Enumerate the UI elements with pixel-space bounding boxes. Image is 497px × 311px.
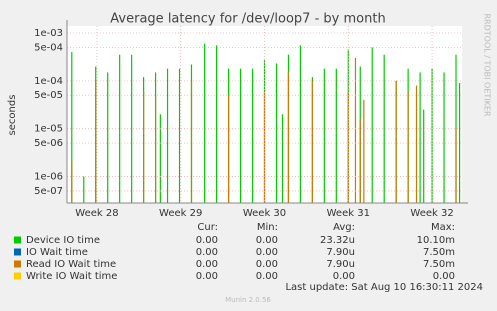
y-tick-label: 5e-06 [34,138,63,149]
y-axis-label: seconds [7,95,18,136]
marks [71,43,461,203]
stat-header: Min: [257,222,278,233]
stat-header: Avg: [333,222,355,233]
y-tick-label: 1e-03 [34,28,63,39]
last-update: Last update: Sat Aug 10 16:30:11 2024 [285,282,483,293]
stat-value: 10.10m [417,235,455,246]
stat-header: Max: [431,222,455,233]
stat-value: 7.50m [423,247,455,258]
legend-label: Device IO time [26,235,100,246]
footer: Munin 2.0.56 [225,296,271,304]
stat-value: 7.90u [326,259,355,270]
x-tick-label: Week 28 [75,208,118,219]
chart-title: Average latency for /dev/loop7 - by mont… [110,12,385,27]
stat-header: Cur: [197,222,218,233]
stat-value: 7.50m [423,259,455,270]
stat-value: 0.00 [333,271,355,282]
stat-value: 7.90u [326,247,355,258]
stat-value: 23.32u [320,235,355,246]
y-tick-label: 5e-07 [34,186,63,197]
stat-value: 0.00 [256,271,278,282]
legend-swatch [14,248,21,256]
x-tick-label: Week 30 [243,208,286,219]
stat-value: 0.00 [196,247,218,258]
y-tick-label: 1e-04 [34,76,63,87]
stat-value: 0.00 [256,235,278,246]
legend-swatch [14,272,21,280]
legend-label: Write IO Wait time [26,271,117,282]
x-tick-label: Week 32 [410,208,453,219]
legend-label: IO Wait time [26,247,88,258]
y-tick-label: 1e-05 [34,124,63,135]
stat-value: 0.00 [256,247,278,258]
side-label: RRDTOOL / TOBI OETIKER [483,13,492,116]
x-tick-label: Week 29 [159,208,202,219]
x-tick-label: Week 31 [327,208,370,219]
legend-swatch [14,236,21,244]
legend-label: Read IO Wait time [26,259,116,270]
y-tick-label: 5e-04 [34,42,63,53]
y-tick-label: 1e-06 [34,172,63,183]
stat-value: 0.00 [196,235,218,246]
stat-value: 0.00 [433,271,455,282]
stat-value: 0.00 [256,259,278,270]
stat-value: 0.00 [196,271,218,282]
y-tick-label: 5e-05 [34,90,63,101]
stat-value: 0.00 [196,259,218,270]
legend-swatch [14,260,21,268]
